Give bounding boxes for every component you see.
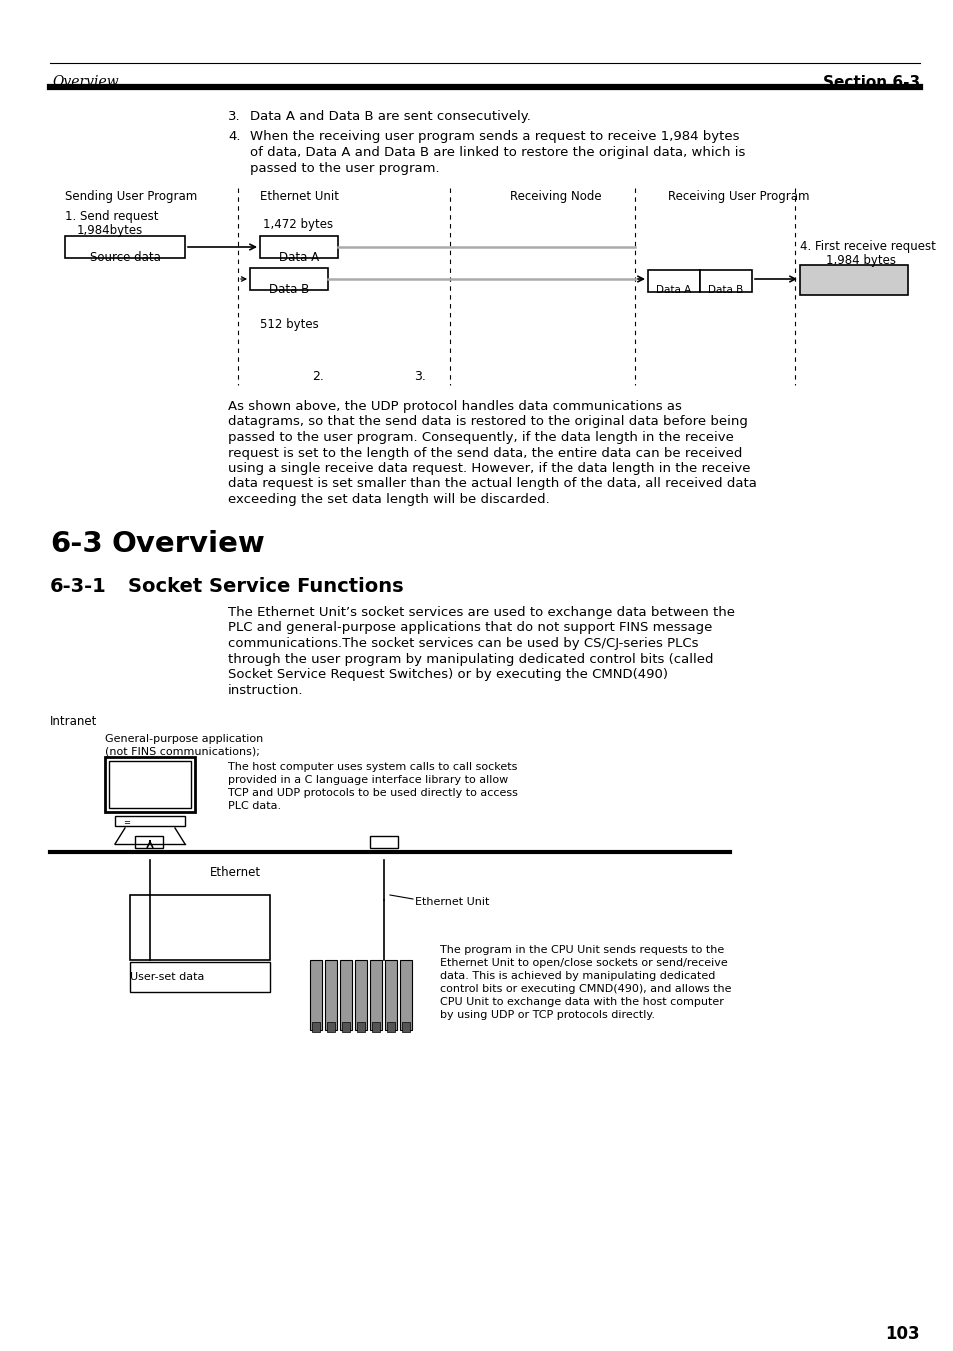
Bar xyxy=(385,961,396,1029)
Text: Overview: Overview xyxy=(112,530,266,558)
Text: User-set data: User-set data xyxy=(130,971,204,982)
Bar xyxy=(105,757,194,812)
Text: data. This is achieved by manipulating dedicated: data. This is achieved by manipulating d… xyxy=(439,971,715,981)
Text: of data, Data A and Data B are linked to restore the original data, which is: of data, Data A and Data B are linked to… xyxy=(250,146,744,159)
Text: 512 bytes: 512 bytes xyxy=(260,317,318,331)
Text: PLC data.: PLC data. xyxy=(228,801,281,811)
Text: =: = xyxy=(123,817,130,827)
Bar xyxy=(399,961,412,1029)
Bar xyxy=(65,236,185,258)
Text: 3.: 3. xyxy=(414,370,425,382)
Bar xyxy=(372,1021,379,1032)
Text: Socket Service Functions: Socket Service Functions xyxy=(128,577,403,596)
Bar xyxy=(355,961,367,1029)
Bar xyxy=(341,1021,350,1032)
Text: Ethernet Unit to open/close sockets or send/receive: Ethernet Unit to open/close sockets or s… xyxy=(439,958,727,969)
Text: 1,984bytes: 1,984bytes xyxy=(77,224,143,236)
Text: Data B: Data B xyxy=(708,285,742,295)
Text: Data B: Data B xyxy=(269,282,309,296)
Text: Source data: Source data xyxy=(90,251,160,263)
Bar xyxy=(250,267,328,290)
Bar xyxy=(109,761,191,808)
Bar xyxy=(130,894,270,961)
Text: Section 6-3: Section 6-3 xyxy=(822,76,919,91)
Text: communications.The socket services can be used by CS/CJ-series PLCs: communications.The socket services can b… xyxy=(228,638,698,650)
Bar xyxy=(312,1021,319,1032)
Bar xyxy=(135,836,163,848)
Text: As shown above, the UDP protocol handles data communications as: As shown above, the UDP protocol handles… xyxy=(228,400,681,413)
Text: request is set to the length of the send data, the entire data can be received: request is set to the length of the send… xyxy=(228,446,741,459)
Text: by using UDP or TCP protocols directly.: by using UDP or TCP protocols directly. xyxy=(439,1011,655,1020)
Text: exceeding the set data length will be discarded.: exceeding the set data length will be di… xyxy=(228,493,549,507)
Bar xyxy=(325,961,336,1029)
Text: 6-3-1: 6-3-1 xyxy=(50,577,107,596)
Text: control bits or executing CMND(490), and allows the: control bits or executing CMND(490), and… xyxy=(439,984,731,994)
Text: through the user program by manipulating dedicated control bits (called: through the user program by manipulating… xyxy=(228,653,713,666)
Text: (not FINS communications);: (not FINS communications); xyxy=(105,747,259,757)
Bar xyxy=(356,1021,365,1032)
Text: provided in a C language interface library to allow: provided in a C language interface libra… xyxy=(228,775,508,785)
Text: 6-3: 6-3 xyxy=(50,530,103,558)
Text: The Ethernet Unit’s socket services are used to exchange data between the: The Ethernet Unit’s socket services are … xyxy=(228,607,734,619)
Text: Ethernet: Ethernet xyxy=(210,866,261,880)
Text: 4. First receive request: 4. First receive request xyxy=(800,240,935,253)
Text: 3.: 3. xyxy=(228,109,240,123)
Bar xyxy=(800,265,907,295)
Bar xyxy=(130,962,270,992)
Text: 1,984 bytes: 1,984 bytes xyxy=(825,254,895,267)
Text: Ethernet Unit: Ethernet Unit xyxy=(415,897,489,907)
Bar xyxy=(339,961,352,1029)
Text: The host computer uses system calls to call sockets: The host computer uses system calls to c… xyxy=(228,762,517,771)
Bar xyxy=(370,836,397,848)
Text: 1,472 bytes: 1,472 bytes xyxy=(263,218,333,231)
Text: Socket Service Request Switches) or by executing the CMND(490): Socket Service Request Switches) or by e… xyxy=(228,667,667,681)
Text: Data A and Data B are sent consecutively.: Data A and Data B are sent consecutively… xyxy=(250,109,530,123)
Text: datagrams, so that the send data is restored to the original data before being: datagrams, so that the send data is rest… xyxy=(228,416,747,428)
Text: PLC and general-purpose applications that do not support FINS message: PLC and general-purpose applications tha… xyxy=(228,621,712,635)
Text: instruction.: instruction. xyxy=(228,684,303,697)
Text: 1. Send request: 1. Send request xyxy=(65,209,158,223)
Text: 2.: 2. xyxy=(312,370,324,382)
Bar xyxy=(700,270,751,292)
Text: General-purpose application: General-purpose application xyxy=(105,734,263,744)
Bar xyxy=(260,236,337,258)
Bar xyxy=(647,270,700,292)
Text: Overview: Overview xyxy=(52,76,118,89)
Text: When the receiving user program sends a request to receive 1,984 bytes: When the receiving user program sends a … xyxy=(250,130,739,143)
Bar xyxy=(310,961,322,1029)
Text: 103: 103 xyxy=(884,1325,919,1343)
Bar xyxy=(401,1021,410,1032)
Bar xyxy=(327,1021,335,1032)
Text: TCP and UDP protocols to be used directly to access: TCP and UDP protocols to be used directl… xyxy=(228,788,517,798)
Bar xyxy=(115,816,185,825)
Text: Intranet: Intranet xyxy=(50,715,97,728)
Text: data request is set smaller than the actual length of the data, all received dat: data request is set smaller than the act… xyxy=(228,477,756,490)
Text: passed to the user program. Consequently, if the data length in the receive: passed to the user program. Consequently… xyxy=(228,431,733,444)
Text: Receiving Node: Receiving Node xyxy=(510,190,601,203)
Text: using a single receive data request. However, if the data length in the receive: using a single receive data request. How… xyxy=(228,462,750,476)
Text: passed to the user program.: passed to the user program. xyxy=(250,162,439,176)
Bar xyxy=(370,961,381,1029)
Text: CPU Unit to exchange data with the host computer: CPU Unit to exchange data with the host … xyxy=(439,997,723,1006)
Text: Receiving User Program: Receiving User Program xyxy=(667,190,809,203)
Text: Ethernet Unit: Ethernet Unit xyxy=(260,190,338,203)
Bar xyxy=(387,1021,395,1032)
Text: 4.: 4. xyxy=(228,130,240,143)
Text: Data A: Data A xyxy=(656,285,691,295)
Text: Sending User Program: Sending User Program xyxy=(65,190,197,203)
Text: Data A: Data A xyxy=(278,251,318,263)
Text: The program in the CPU Unit sends requests to the: The program in the CPU Unit sends reques… xyxy=(439,944,723,955)
